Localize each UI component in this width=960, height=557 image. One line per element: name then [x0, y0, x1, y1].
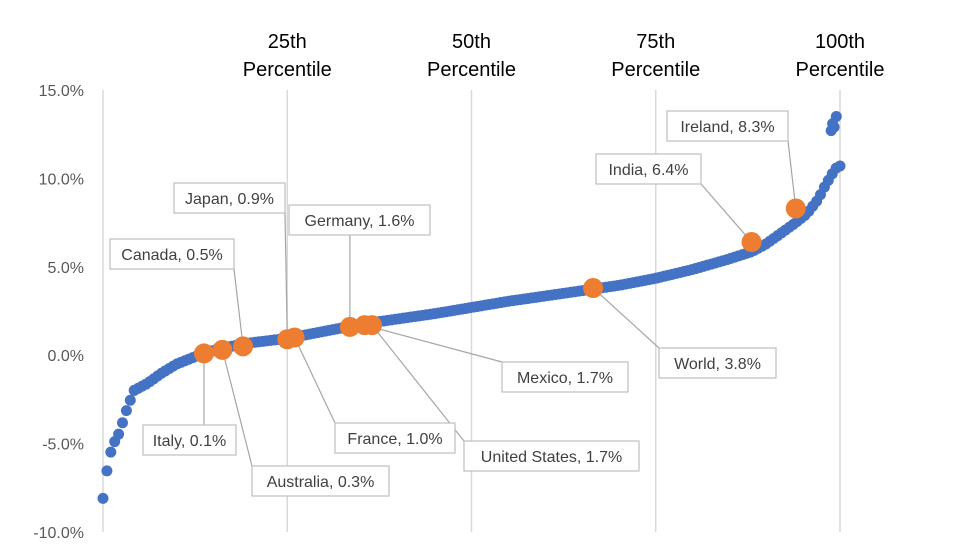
- highlighted-point: [785, 198, 806, 219]
- callout-box: [501, 361, 629, 393]
- y-tick-label: 15.0%: [39, 83, 84, 100]
- callout-label: Ireland, 8.3%: [680, 119, 774, 136]
- callout-label: Italy, 0.1%: [153, 433, 227, 450]
- callout-leader: [233, 268, 244, 347]
- highlighted-point: [339, 316, 360, 337]
- callout-box: [666, 110, 789, 142]
- callout-label: Australia, 0.3%: [267, 474, 375, 491]
- callout-box: [109, 238, 235, 270]
- callout-box: [463, 440, 640, 472]
- percentile-label-line1: 25th: [268, 31, 307, 53]
- callout-label: Germany, 1.6%: [305, 213, 415, 230]
- callout-label: India, 6.4%: [608, 162, 688, 179]
- callout-box: [658, 347, 777, 379]
- percentile-label-line2: Percentile: [243, 59, 332, 81]
- y-tick-label: -5.0%: [42, 437, 84, 454]
- data-point: [105, 446, 117, 458]
- highlighted-point: [233, 336, 254, 357]
- callout-box: [334, 422, 456, 454]
- data-point: [834, 160, 846, 172]
- percentile-labels: 25th Percentile 50th Percentile 75th Percenti…: [243, 31, 885, 81]
- callout-leader: [371, 324, 465, 442]
- data-point: [827, 118, 839, 130]
- callout-leader: [221, 349, 253, 467]
- highlighted-points: [193, 198, 806, 364]
- callout-leader: [294, 337, 336, 424]
- callout-label: Japan, 0.9%: [185, 191, 274, 208]
- highlighted-point: [362, 315, 383, 336]
- callout-leader: [787, 140, 797, 209]
- data-point: [97, 492, 109, 504]
- highlighted-point: [284, 327, 305, 348]
- percentile-label-line1: 50th: [452, 31, 491, 53]
- callout-leader: [700, 183, 753, 243]
- callout-leader: [592, 287, 660, 349]
- highlighted-point: [193, 343, 214, 364]
- callout-label: United States, 1.7%: [481, 449, 622, 466]
- percentile-label-line2: Percentile: [611, 59, 700, 81]
- data-point: [120, 405, 132, 417]
- callout-leader-lines: [203, 140, 797, 467]
- data-point: [101, 465, 113, 477]
- data-point: [113, 428, 125, 440]
- callout-leader: [364, 324, 503, 363]
- percentile-label-line1: 75th: [636, 31, 675, 53]
- callout-box: [288, 204, 431, 236]
- callout-box: [173, 182, 286, 214]
- callout-label: World, 3.8%: [674, 356, 761, 373]
- highlighted-point: [741, 232, 762, 253]
- highlighted-point: [212, 339, 233, 360]
- callout-leader: [284, 212, 288, 340]
- percentile-label-line2: Percentile: [796, 59, 885, 81]
- callout-label: France, 1.0%: [347, 431, 442, 448]
- callout-label: Canada, 0.5%: [121, 247, 222, 264]
- data-point: [116, 417, 128, 429]
- percentile-label-line2: Percentile: [427, 59, 516, 81]
- y-tick-label: 0.0%: [48, 348, 84, 365]
- y-axis-tick-labels: -10.0% -5.0% 0.0% 5.0% 10.0% 15.0%: [33, 83, 84, 542]
- y-tick-label: 10.0%: [39, 171, 84, 188]
- percentile-label-line1: 100th: [815, 31, 865, 53]
- callout-box: [595, 153, 702, 185]
- callout-labels: Italy, 0.1% Australia, 0.3% Canada, 0.5% Ja…: [109, 110, 789, 497]
- y-tick-label: 5.0%: [48, 260, 84, 277]
- callout-box: [251, 465, 390, 497]
- callout-box: [142, 424, 237, 456]
- highlighted-point: [583, 278, 604, 299]
- y-tick-label: -10.0%: [33, 525, 84, 542]
- data-point: [124, 394, 136, 406]
- callout-label: Mexico, 1.7%: [517, 370, 613, 387]
